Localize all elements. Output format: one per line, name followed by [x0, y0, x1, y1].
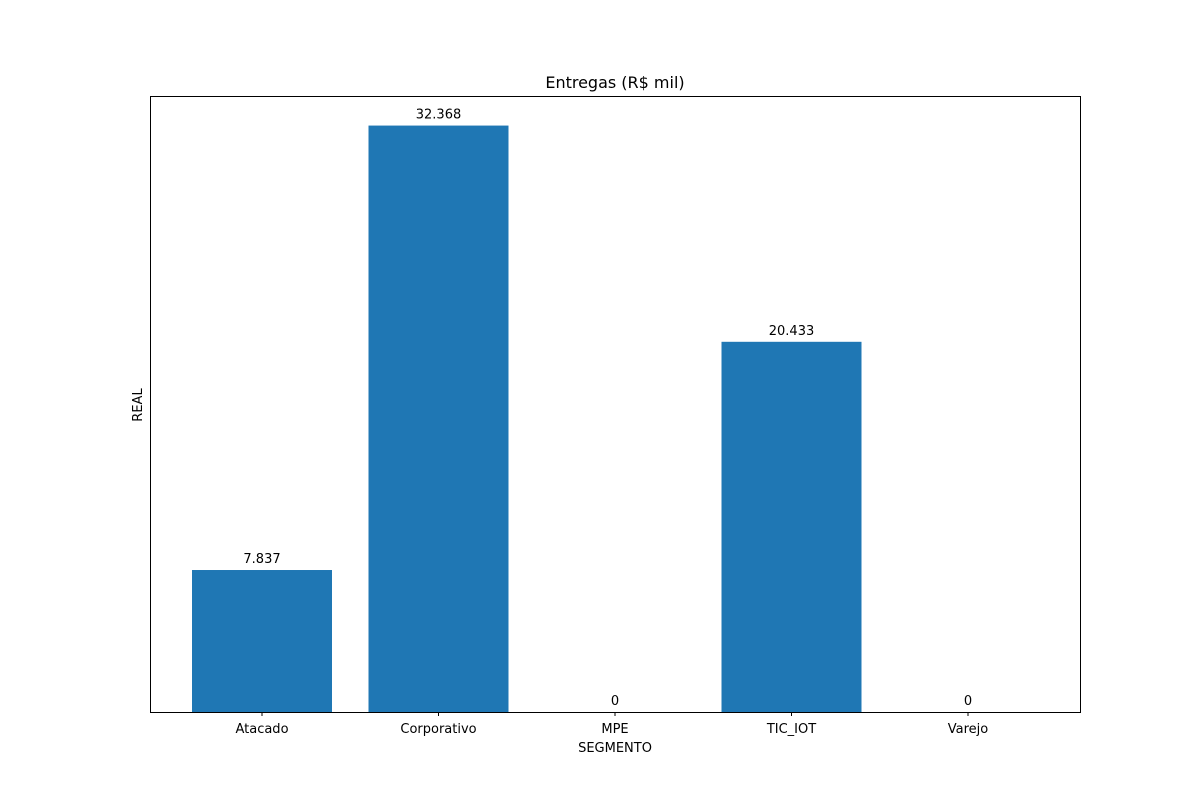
data-labels-group: 7.837 32.368 0 20.433 0	[243, 108, 972, 709]
x-tick-label: Corporativo	[400, 722, 476, 737]
bars-group	[192, 125, 862, 713]
bar-tic-iot	[721, 341, 862, 712]
plot-frame	[150, 96, 1081, 713]
data-label: 32.368	[416, 108, 462, 123]
data-label: 20.433	[769, 324, 815, 339]
x-tick-label: MPE	[601, 722, 628, 737]
chart-title: Entregas (R$ mil)	[545, 73, 684, 92]
data-label: 7.837	[243, 552, 280, 567]
x-ticks-group: Atacado Corporativo MPE TIC_IOT Varejo	[235, 712, 988, 737]
x-axis-label: SEGMENTO	[578, 741, 652, 756]
bar-atacado	[192, 570, 332, 712]
x-tick-label: TIC_IOT	[766, 722, 816, 737]
data-label: 0	[964, 694, 972, 709]
x-tick-label: Varejo	[948, 722, 989, 737]
bar-corporativo	[368, 125, 509, 713]
y-axis-label: REAL	[131, 388, 146, 422]
x-tick-label: Atacado	[235, 722, 288, 737]
data-label: 0	[611, 694, 619, 709]
